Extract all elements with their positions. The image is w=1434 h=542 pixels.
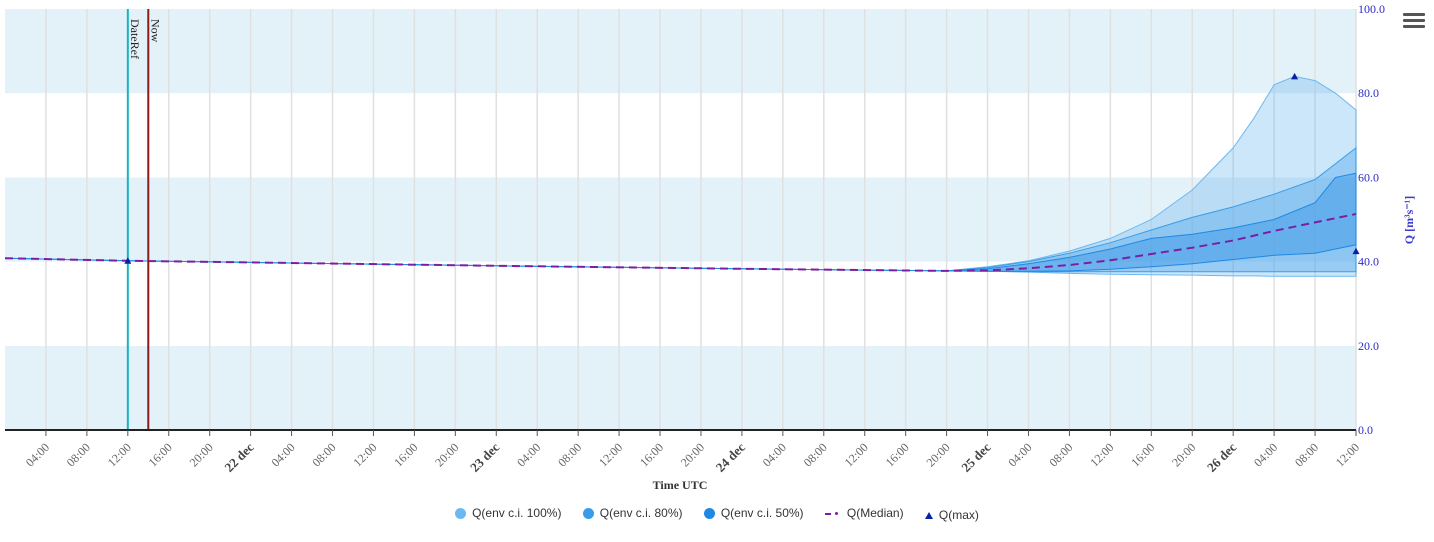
x-tick-label: 16:00 (637, 440, 666, 469)
y-axis-ticks: 0.0 20.0 40.0 60.0 80.0 100.0 (1358, 2, 1385, 437)
x-tick-label: 08:00 (555, 440, 584, 469)
max-marker (124, 257, 132, 264)
x-tick-label: 20:00 (187, 440, 216, 469)
legend: Q(env c.i. 100%) Q(env c.i. 80%) Q(env c… (0, 506, 1434, 522)
legend-item-ci50[interactable]: Q(env c.i. 50%) (703, 506, 804, 520)
x-tick-label: 04:00 (514, 440, 543, 469)
legend-label: Q(env c.i. 80%) (599, 506, 683, 520)
x-tick-label: 08:00 (64, 440, 93, 469)
x-tick-label: 12:00 (1087, 440, 1116, 469)
background-band (5, 9, 1356, 94)
x-tick-label: 16:00 (883, 440, 912, 469)
y-tick-label: 80.0 (1358, 86, 1379, 100)
plot-line-label: Now (148, 19, 162, 43)
x-tick-label: 16:00 (146, 440, 175, 469)
x-tick-label: 20:00 (1169, 440, 1198, 469)
legend-item-max[interactable]: Q(max) (924, 508, 979, 522)
x-tick-label: 16:00 (1128, 440, 1157, 469)
background-band (5, 261, 1356, 346)
x-tick-label: 20:00 (432, 440, 461, 469)
background-band (5, 177, 1356, 262)
legend-label: Q(env c.i. 50%) (720, 506, 804, 520)
plot-lines: DateRef Now (126, 9, 162, 430)
max-marker (1291, 72, 1299, 80)
median-line (4, 213, 1357, 272)
legend-circle-icon (582, 507, 594, 519)
legend-item-ci80[interactable]: Q(env c.i. 80%) (582, 506, 683, 520)
legend-label: Q(Median) (846, 506, 904, 520)
x-tick-label: 04:00 (268, 440, 297, 469)
x-tick-label: 04:00 (760, 440, 789, 469)
x-tick-label: 08:00 (309, 440, 338, 469)
x-tick-label: 08:00 (1292, 440, 1321, 469)
max-markers (124, 72, 1360, 264)
x-tick-label: 12:00 (596, 440, 625, 469)
x-axis-ticks: 04:00 08:00 12:00 16:00 20:00 22 dec 04:00 08:0… (23, 439, 1362, 475)
y-tick-label: 0.0 (1358, 423, 1373, 437)
y-axis-title: Q [m³s⁻¹] (1402, 196, 1416, 245)
y-tick-label: 60.0 (1358, 170, 1379, 184)
y-tick-label: 40.0 (1358, 255, 1379, 269)
x-tick-label: 16:00 (391, 440, 420, 469)
x-tick-label: 22 dec (221, 439, 257, 475)
legend-item-ci100[interactable]: Q(env c.i. 100%) (455, 506, 561, 520)
legend-circle-icon (703, 507, 715, 519)
x-tick-label: 04:00 (23, 440, 52, 469)
x-tick-label: 24 dec (713, 439, 749, 475)
x-tick-label: 04:00 (1005, 440, 1034, 469)
chart-menu-button[interactable] (1400, 10, 1428, 34)
legend-item-median[interactable]: Q(Median) (824, 506, 904, 520)
x-tick-label: 25 dec (958, 439, 994, 475)
x-tick-label: 23 dec (467, 439, 503, 475)
x-tick-label: 12:00 (1333, 440, 1362, 469)
x-tick-label: 26 dec (1204, 439, 1240, 475)
background-band (5, 93, 1356, 178)
y-tick-label: 100.0 (1358, 2, 1385, 16)
x-tick-label: 08:00 (1046, 440, 1075, 469)
legend-triangle-icon (924, 511, 933, 519)
x-tick-label: 12:00 (842, 440, 871, 469)
x-tick-label: 08:00 (801, 440, 830, 469)
x-axis-title: Time UTC (653, 478, 708, 492)
x-tick-label: 20:00 (923, 440, 952, 469)
plot-line-label: DateRef (128, 19, 142, 59)
background-band (5, 345, 1356, 430)
axes (5, 429, 1357, 436)
median-series (4, 213, 1357, 272)
legend-dash-icon (824, 508, 841, 519)
hydrograph-chart: DateRef Now 0.0 20.0 40.0 60.0 80.0 100.0 04:0… (4, 2, 1416, 492)
plot-background-bands (5, 9, 1356, 430)
x-tick-label: 12:00 (350, 440, 379, 469)
legend-label: Q(max) (938, 508, 979, 522)
x-tick-label: 20:00 (678, 440, 707, 469)
legend-circle-icon (455, 507, 467, 519)
x-tick-label: 12:00 (105, 440, 134, 469)
max-marker (1352, 247, 1360, 255)
x-tick-label: 04:00 (1251, 440, 1280, 469)
y-tick-label: 20.0 (1358, 339, 1379, 353)
legend-label: Q(env c.i. 100%) (472, 506, 562, 520)
